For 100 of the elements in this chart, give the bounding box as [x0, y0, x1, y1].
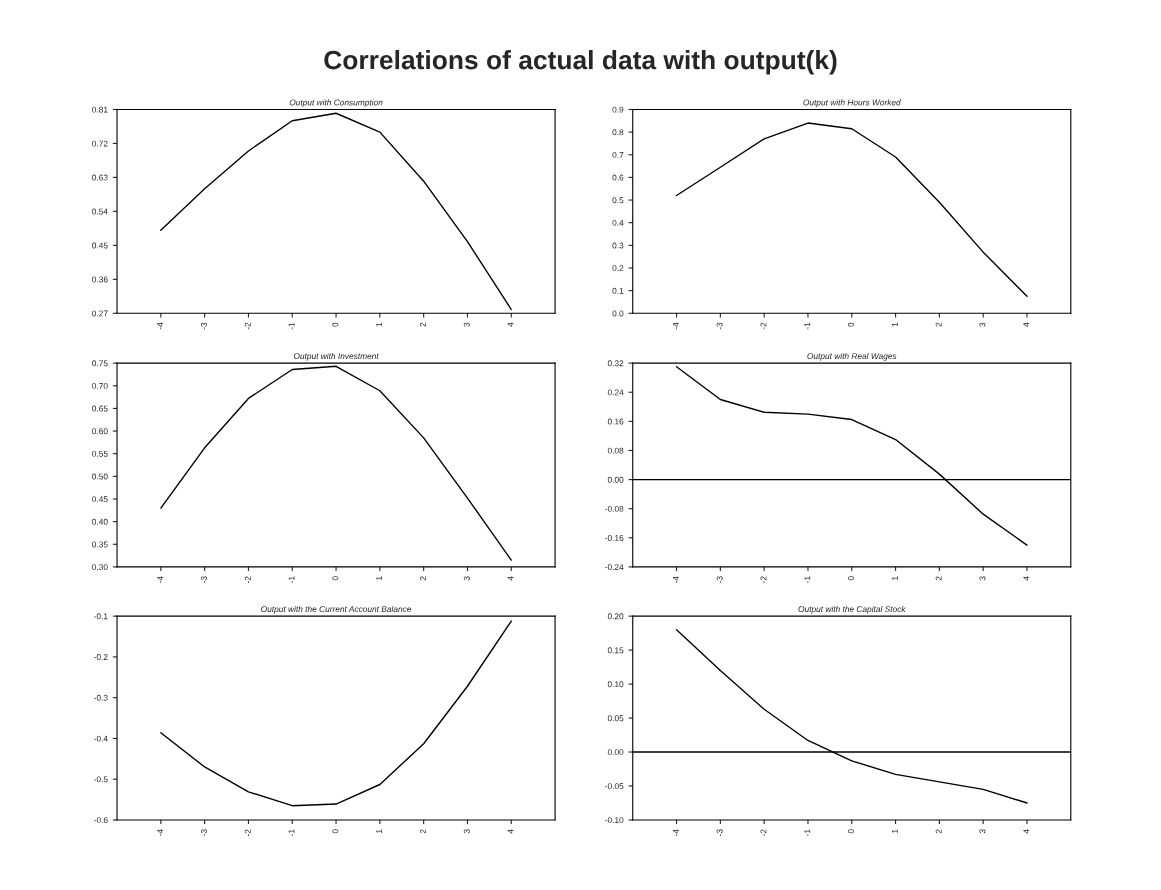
y-tick-label: 0.32: [607, 360, 624, 367]
text: Correlations of actual data with output(k): [324, 50, 837, 75]
y-tick-label: 0.27: [92, 310, 108, 317]
x-tick-label: 4: [507, 829, 514, 834]
x-tick-label: -3: [716, 576, 723, 583]
x-tick-label: -2: [244, 829, 251, 837]
x-tick-label: -3: [200, 829, 207, 837]
x-tick-label: -1: [288, 322, 295, 330]
y-tick-label: -0.2: [94, 654, 108, 661]
x-tick-label: -3: [200, 576, 207, 583]
y-tick-label: -0.05: [605, 783, 624, 790]
chart-title: Output with Investment: [293, 352, 379, 361]
y-tick-label: 0.36: [92, 276, 108, 283]
x-tick-label: 1: [891, 829, 898, 833]
y-tick-label: 0.1: [612, 287, 624, 294]
x-tick-label: 2: [420, 576, 426, 581]
x-tick-label: 4: [507, 322, 514, 327]
y-tick-label: 0.08: [607, 447, 624, 454]
x-tick-label: -3: [200, 322, 207, 330]
y-tick-label: 0.30: [92, 564, 108, 571]
y-tick-label: 0.2: [612, 265, 624, 272]
y-tick-label: -0.24: [605, 564, 624, 571]
x-tick-label: -1: [804, 829, 811, 837]
x-tick-label: -2: [760, 576, 767, 583]
y-tick-label: 0.10: [607, 681, 624, 688]
y-tick-label: 0.4: [612, 219, 624, 226]
y-tick-label: 0.54: [92, 208, 108, 215]
y-tick-label: 0.60: [92, 428, 108, 435]
x-tick-label: 4: [507, 576, 514, 581]
x-tick-label: 0: [848, 576, 854, 581]
x-tick-label: 2: [935, 576, 942, 581]
x-tick-label: 2: [420, 322, 426, 327]
y-tick-label: 0.72: [92, 140, 108, 147]
x-tick-label: 1: [891, 576, 898, 580]
y-tick-label: 0.05: [607, 715, 624, 722]
x-tick-label: -2: [760, 829, 767, 837]
chart-title: Output with Hours Worked: [803, 99, 901, 108]
y-tick-label: 0.3: [612, 242, 624, 249]
x-tick-label: 1: [891, 322, 898, 327]
x-tick-label: -4: [672, 576, 679, 583]
y-tick-label: 0.35: [92, 541, 108, 548]
y-tick-label: 0.70: [92, 382, 108, 389]
x-tick-label: 3: [979, 829, 986, 834]
y-tick-label: 0.50: [92, 473, 108, 480]
y-tick-label: -0.3: [94, 694, 108, 701]
y-tick-label: 0.5: [612, 197, 624, 204]
x-tick-label: 1: [376, 576, 383, 580]
x-tick-label: -4: [157, 576, 163, 583]
x-tick-label: 4: [1023, 829, 1030, 834]
x-tick-label: -4: [672, 322, 679, 330]
y-tick-label: 0.40: [92, 518, 108, 525]
y-tick-label: -0.5: [94, 776, 108, 783]
y-tick-label: 0.16: [607, 418, 624, 425]
chart-title: Output with the Current Account Balance: [261, 605, 412, 614]
y-tick-label: 0.8: [612, 129, 624, 136]
x-tick-label: 0: [332, 576, 339, 581]
y-tick-label: 0.55: [92, 450, 108, 457]
y-tick-label: 0.0: [612, 310, 624, 317]
y-tick-label: 0.00: [607, 749, 624, 756]
x-tick-label: 3: [979, 322, 986, 327]
x-tick-label: -4: [157, 322, 163, 330]
x-tick-label: -4: [157, 829, 163, 837]
y-tick-label: 0.6: [612, 174, 624, 181]
x-tick-label: 0: [848, 829, 854, 834]
y-tick-label: 0.15: [607, 647, 624, 654]
y-tick-label: 0.7: [612, 151, 624, 158]
x-tick-label: -1: [804, 576, 811, 583]
y-tick-label: -0.4: [94, 735, 108, 742]
x-tick-label: 1: [376, 829, 383, 833]
x-tick-label: 1: [376, 322, 383, 327]
x-tick-label: 3: [463, 829, 470, 834]
x-tick-label: 0: [332, 322, 339, 327]
x-tick-label: 4: [1023, 576, 1030, 581]
x-tick-label: -1: [288, 829, 295, 837]
x-tick-label: 4: [1023, 322, 1030, 327]
chart-title: Output with Real Wages: [807, 352, 897, 361]
line-series: [675, 122, 1028, 297]
y-tick-label: 0.63: [92, 174, 108, 181]
x-tick-label: -2: [760, 322, 767, 330]
x-tick-label: 2: [935, 829, 942, 834]
y-tick-label: 0.75: [92, 360, 108, 367]
chart-title: Output with Consumption: [289, 99, 383, 108]
y-tick-label: 0.45: [92, 496, 108, 503]
y-tick-label: -0.10: [605, 817, 624, 824]
x-tick-label: -1: [804, 322, 811, 330]
x-tick-label: 0: [848, 322, 854, 327]
y-tick-label: 0.65: [92, 405, 108, 412]
x-tick-label: -2: [244, 322, 251, 330]
y-tick-label: 0.9: [612, 106, 624, 113]
y-tick-label: -0.1: [94, 613, 108, 620]
x-tick-label: -3: [716, 322, 723, 330]
x-tick-label: 2: [935, 322, 942, 327]
y-tick-label: 0.45: [92, 242, 108, 249]
x-tick-label: 0: [332, 829, 339, 834]
y-tick-label: -0.16: [605, 535, 624, 541]
x-tick-label: 3: [463, 322, 470, 327]
line-series: [160, 620, 512, 807]
x-tick-label: -2: [244, 576, 251, 583]
y-tick-label: -0.08: [605, 505, 624, 512]
y-tick-label: 0.00: [607, 476, 624, 483]
